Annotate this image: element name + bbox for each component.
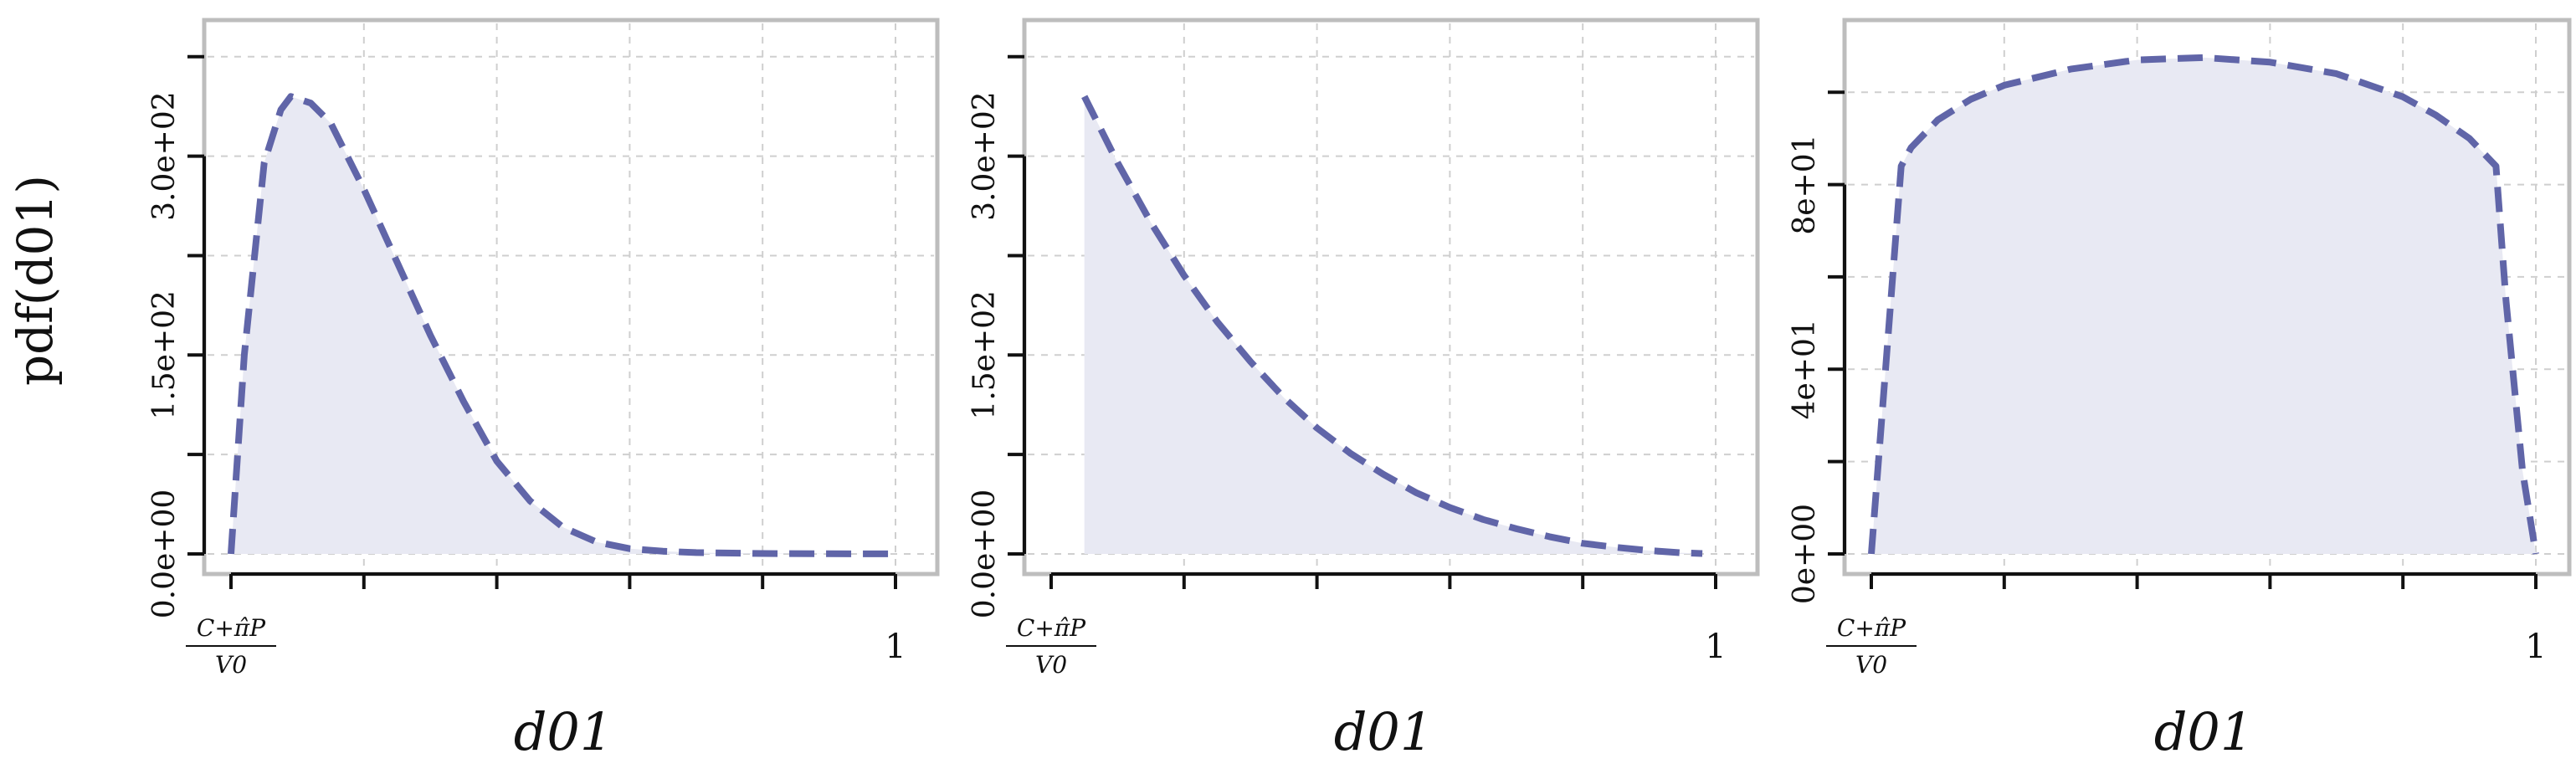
x-axis-label: d01 — [1334, 701, 1434, 762]
chart-panel-1: 0.0e+00 1.5e+02 3.0e+02 C+π̂P V0 1 d01 — [147, 18, 940, 762]
chart-panel-2: 0.0e+00 1.5e+02 3.0e+02 C+π̂P V0 1 d01 — [967, 18, 1760, 762]
y-tick-label: 1.5e+02 — [147, 290, 182, 420]
x-tick-label-right: 1 — [885, 628, 906, 666]
svg-text:pdf(d01): pdf(d01) — [7, 175, 64, 386]
series-line — [1868, 54, 2539, 555]
y-axis-label: pdf(d01) — [7, 175, 64, 386]
y-tick-label: 4e+01 — [1788, 319, 1822, 419]
series-area — [1084, 96, 1703, 555]
y-tick-label: 8e+01 — [1788, 134, 1822, 234]
y-tick-label: 1.5e+02 — [967, 290, 1002, 420]
x-tick-label-left-numerator: C+π̂P — [197, 614, 266, 642]
y-tick-label: 0e+00 — [1788, 504, 1822, 604]
y-axis-label-text: pdf(d01) — [7, 175, 64, 386]
series-area — [1871, 57, 2536, 555]
y-tick-label: 3.0e+02 — [147, 91, 182, 221]
x-tick-label-left-numerator: C+π̂P — [1837, 614, 1906, 642]
x-axis-label: d01 — [514, 701, 613, 762]
x-axis-label: d01 — [2154, 701, 2254, 762]
series-line — [228, 93, 896, 557]
y-tick-label: 0.0e+00 — [967, 490, 1002, 619]
x-tick-label-left-denominator: V0 — [1035, 651, 1067, 679]
x-tick-label-right: 1 — [1705, 628, 1726, 666]
chart-panels: 0.0e+00 1.5e+02 3.0e+02 C+π̂P V0 1 d01 0.0e+00 1… — [147, 18, 2572, 762]
y-tick-label: 0.0e+00 — [147, 490, 182, 619]
x-tick-label-left-numerator: C+π̂P — [1017, 614, 1086, 642]
chart-panel-3: 0e+00 4e+01 8e+01 C+π̂P V0 1 d01 — [1788, 18, 2572, 762]
x-tick-label-left-denominator: V0 — [1855, 651, 1887, 679]
x-tick-label-right: 1 — [2525, 628, 2546, 666]
series-area — [231, 96, 895, 555]
y-tick-label: 3.0e+02 — [967, 91, 1002, 221]
x-tick-label-left-denominator: V0 — [215, 651, 247, 679]
